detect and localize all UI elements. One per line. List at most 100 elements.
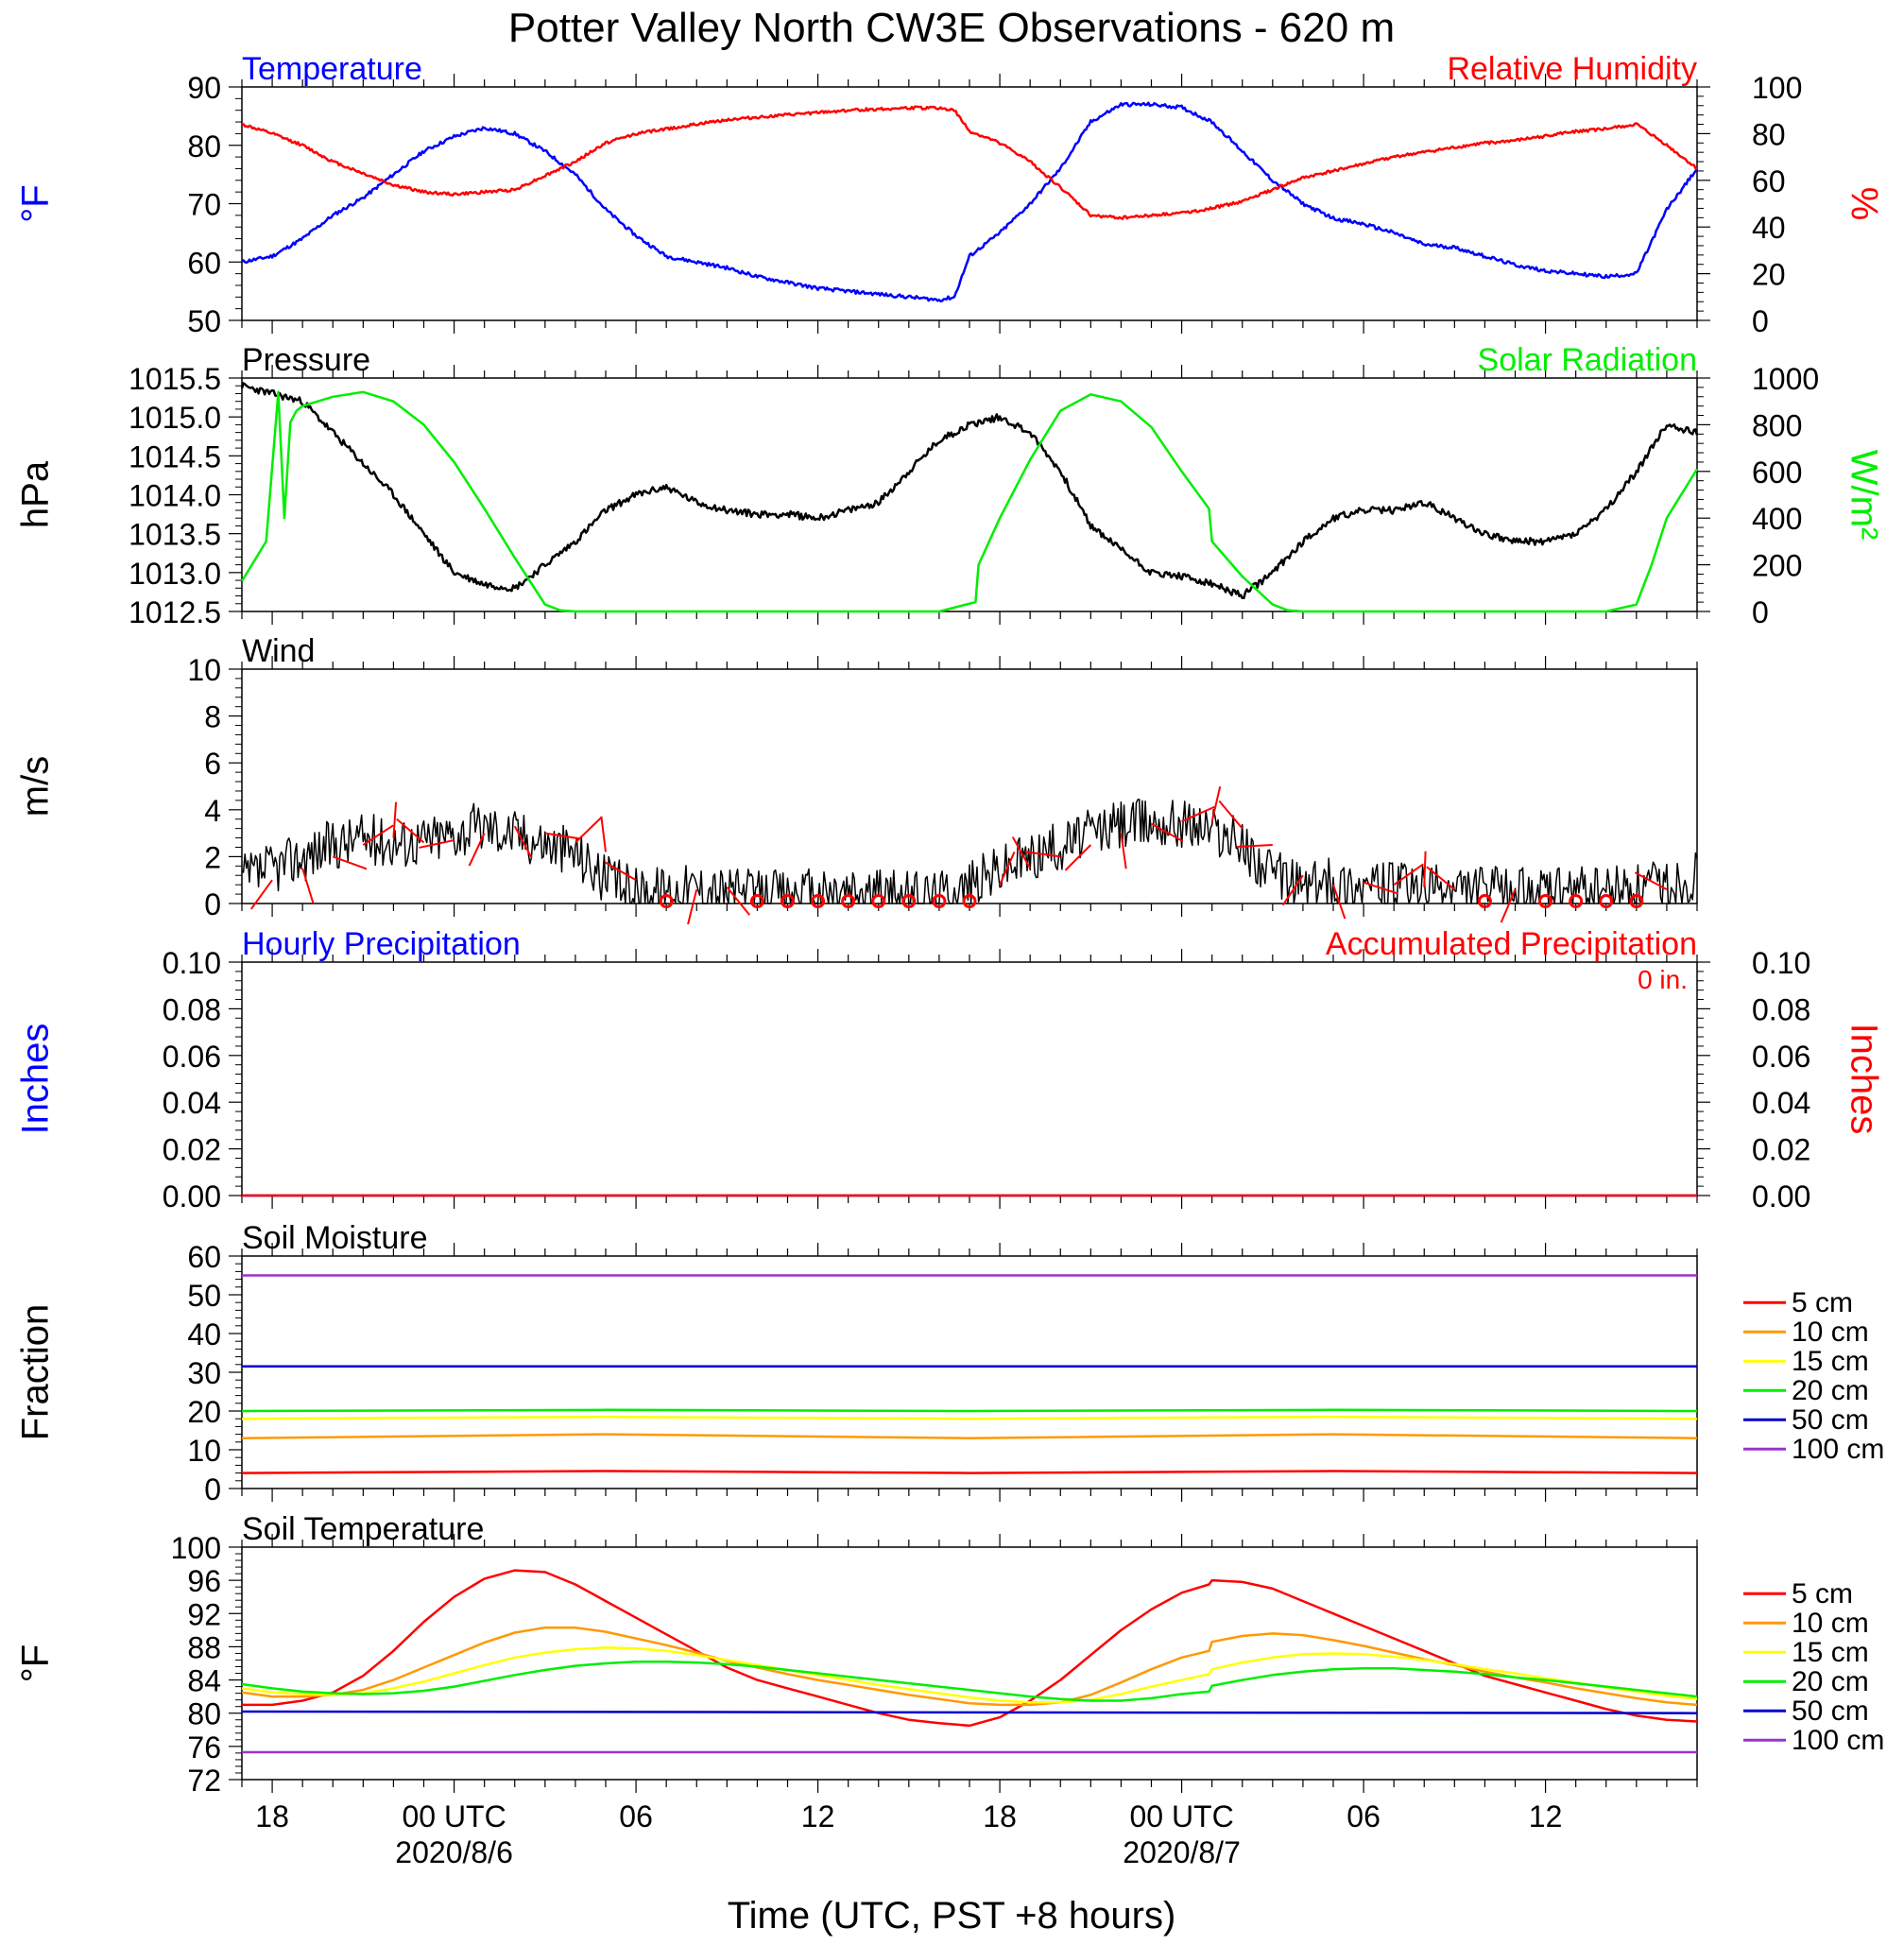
calm-marker: [1538, 894, 1553, 909]
y-ticks-left-4: 0 10 20 30 40 50 60: [187, 1240, 242, 1506]
y-tick-label: 60: [187, 246, 221, 280]
series-line: [241, 1415, 1698, 1420]
wind-barb: [1210, 785, 1222, 822]
y-tick-label: 80: [1752, 117, 1786, 151]
x-minor-ticks-4: [241, 1243, 1698, 1502]
panel-title-left: Soil Temperature: [242, 1511, 484, 1547]
series-line: [241, 1408, 1698, 1413]
wind-barb: [604, 861, 637, 882]
wind-barb: [1181, 805, 1215, 823]
wind-barb: [396, 818, 425, 844]
x-minor-ticks-5: [241, 1534, 1698, 1793]
panel-title-left: Wind: [242, 633, 315, 669]
y-tick-label: 0.00: [163, 1179, 221, 1213]
y-tick-label: 2: [204, 840, 221, 874]
legend-label: 5 cm: [1792, 1578, 1853, 1609]
calm-marker: [780, 894, 795, 909]
y-axis-label-right: %: [1843, 187, 1884, 221]
y-tick-label: 0.06: [163, 1040, 221, 1074]
y-tick-label: 20: [187, 1395, 221, 1429]
y-tick-label: 400: [1752, 502, 1802, 536]
panel-title-left: Temperature: [242, 51, 422, 87]
legend-label: 20 cm: [1792, 1375, 1869, 1406]
wind-barb: [468, 833, 486, 867]
x-minor-ticks-1: [241, 365, 1698, 625]
series-line: [241, 1626, 1698, 1707]
series-line: [241, 105, 1698, 220]
wind-barb: [1363, 881, 1398, 895]
y-tick-label: 76: [187, 1730, 221, 1764]
x-tick-label: 06: [619, 1799, 653, 1833]
panel-frame-0: [241, 86, 1698, 321]
calm-marker: [901, 894, 917, 909]
series-line: [242, 1569, 1698, 1728]
panel-frame-5: [241, 1546, 1698, 1781]
y-ticks-left-2: 0 2 4 6 8 10: [187, 653, 242, 921]
x-tick-label: 00 UTC: [402, 1799, 506, 1833]
panel-frame-4: [241, 1255, 1698, 1489]
wind-barb: [1064, 844, 1092, 871]
wind-barb: [301, 868, 315, 904]
series-line: [241, 101, 1699, 302]
y-tick-label: 1015.0: [129, 401, 221, 435]
wind-barb: [1500, 888, 1517, 923]
y-tick-label: 0: [204, 887, 221, 921]
y-ticks-left-0: 50 60 70 80 90: [187, 71, 242, 338]
calm-marker: [811, 894, 826, 909]
calm-marker: [1569, 894, 1584, 909]
series-line: [241, 1433, 1698, 1439]
wind-barbs: [249, 785, 1668, 925]
chart-title: Potter Valley North CW3E Observations - …: [508, 5, 1395, 51]
panel-title-right: Accumulated Precipitation: [1326, 926, 1697, 962]
y-tick-label: 0.02: [1752, 1133, 1810, 1167]
y-tick-label: 1014.0: [129, 479, 221, 513]
y-tick-label: 80: [187, 1697, 221, 1731]
y-tick-label: 70: [187, 188, 221, 222]
series-line: [240, 382, 1699, 600]
legend-label: 20 cm: [1792, 1666, 1869, 1697]
y-tick-label: 0: [1752, 304, 1769, 338]
y-axis-label-left: °F: [15, 184, 57, 222]
y-tick-label: 1000: [1752, 362, 1819, 396]
wind-barb: [392, 801, 398, 838]
y-tick-label: 0.08: [1752, 992, 1810, 1026]
y-tick-label: 6: [204, 747, 221, 781]
legend-label: 10 cm: [1792, 1317, 1869, 1348]
wind-barb: [1423, 851, 1427, 887]
wind-barb: [513, 825, 533, 859]
y-ticks-left-1: 1012.5 1013.0 1013.5 1014.0 1014.5 1015.0 1015…: [129, 362, 242, 629]
y-tick-label: 600: [1752, 456, 1802, 490]
wind-barb: [1332, 884, 1347, 920]
wind-barb: [1426, 866, 1455, 890]
y-tick-label: 10: [187, 653, 221, 687]
calm-marker: [659, 894, 674, 909]
y-tick-label: 72: [187, 1764, 221, 1798]
y-tick-label: 0.10: [1752, 946, 1810, 980]
series-line: [241, 799, 1698, 904]
y-tick-label: 92: [187, 1597, 221, 1631]
wind-barb: [600, 816, 607, 852]
x-tick-label: 18: [255, 1799, 289, 1833]
calm-marker: [1629, 894, 1644, 909]
y-tick-label: 200: [1752, 549, 1802, 583]
wind-barb: [362, 824, 394, 846]
y-tick-label: 88: [187, 1630, 221, 1664]
wind-barb: [575, 817, 602, 844]
wind-barb: [1281, 874, 1304, 906]
y-tick-label: 8: [204, 700, 221, 734]
legend-label: 100 cm: [1792, 1725, 1884, 1756]
y-axis-label-left: m/s: [15, 756, 57, 817]
panel-title-right: Relative Humidity: [1447, 51, 1697, 87]
y-tick-label: 50: [187, 1279, 221, 1313]
y-tick-label: 100: [171, 1531, 221, 1565]
x-date-label: 2020/8/7: [1123, 1835, 1241, 1869]
y-tick-label: 60: [1752, 164, 1786, 198]
calm-marker: [841, 894, 856, 909]
y-tick-label: 0.08: [163, 992, 221, 1026]
y-tick-label: 60: [187, 1240, 221, 1274]
calm-marker: [749, 894, 764, 909]
